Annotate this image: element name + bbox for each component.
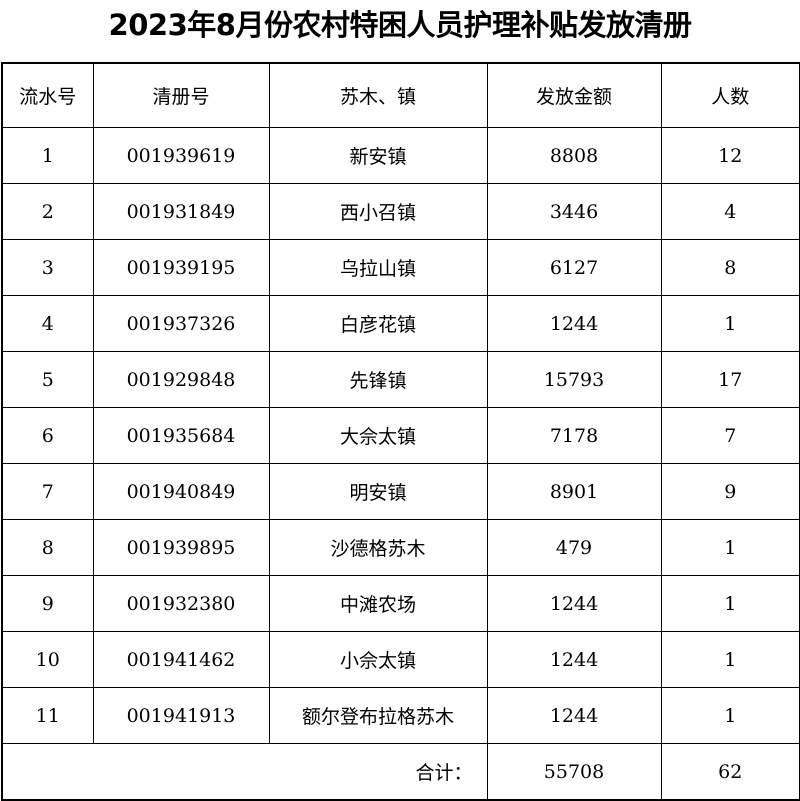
amount-cell: 1244 [486, 295, 662, 352]
subsidy-table: 流水号 清册号 苏木、镇 发放金额 人数 1 001939619 新安镇 8808 12… [1, 62, 800, 801]
town-cell: 白彦花镇 [268, 295, 488, 352]
amount-cell: 8808 [486, 127, 662, 184]
register-no-cell: 001939619 [92, 127, 270, 184]
register-no-cell: 001929848 [92, 351, 270, 408]
serial-cell: 2 [1, 183, 94, 240]
serial-cell: 7 [1, 463, 94, 520]
register-no-cell: 001937326 [92, 295, 270, 352]
header-row: 流水号 清册号 苏木、镇 发放金额 人数 [1, 62, 800, 128]
amount-cell: 1244 [486, 575, 662, 632]
count-cell: 8 [660, 239, 800, 296]
register-no-cell: 001941462 [92, 631, 270, 688]
count-cell: 12 [660, 127, 800, 184]
serial-cell: 6 [1, 407, 94, 464]
town-cell: 明安镇 [268, 463, 488, 520]
serial-cell: 9 [1, 575, 94, 632]
count-cell: 17 [660, 351, 800, 408]
town-cell: 先锋镇 [268, 351, 488, 408]
count-cell: 1 [660, 519, 800, 576]
town-cell: 新安镇 [268, 127, 488, 184]
header-town: 苏木、镇 [268, 62, 488, 128]
amount-cell: 1244 [486, 631, 662, 688]
register-no-cell: 001939895 [92, 519, 270, 576]
town-cell: 西小召镇 [268, 183, 488, 240]
register-no-cell: 001931849 [92, 183, 270, 240]
table-row: 7 001940849 明安镇 8901 9 [1, 463, 800, 520]
table-row: 11 001941913 额尔登布拉格苏木 1244 1 [1, 687, 800, 744]
amount-cell: 6127 [486, 239, 662, 296]
town-cell: 大佘太镇 [268, 407, 488, 464]
serial-cell: 3 [1, 239, 94, 296]
register-no-cell: 001939195 [92, 239, 270, 296]
count-cell: 1 [660, 575, 800, 632]
table-row: 1 001939619 新安镇 8808 12 [1, 127, 800, 184]
total-count: 62 [660, 743, 800, 801]
amount-cell: 7178 [486, 407, 662, 464]
register-no-cell: 001941913 [92, 687, 270, 744]
table-row: 9 001932380 中滩农场 1244 1 [1, 575, 800, 632]
table-row: 10 001941462 小佘太镇 1244 1 [1, 631, 800, 688]
count-cell: 4 [660, 183, 800, 240]
count-cell: 1 [660, 295, 800, 352]
count-cell: 9 [660, 463, 800, 520]
register-no-cell: 001935684 [92, 407, 270, 464]
table-row: 6 001935684 大佘太镇 7178 7 [1, 407, 800, 464]
register-no-cell: 001940849 [92, 463, 270, 520]
amount-cell: 479 [486, 519, 662, 576]
header-serial: 流水号 [1, 62, 94, 128]
serial-cell: 8 [1, 519, 94, 576]
table-row: 3 001939195 乌拉山镇 6127 8 [1, 239, 800, 296]
serial-cell: 4 [1, 295, 94, 352]
town-cell: 小佘太镇 [268, 631, 488, 688]
amount-cell: 1244 [486, 687, 662, 744]
amount-cell: 8901 [486, 463, 662, 520]
serial-cell: 11 [1, 687, 94, 744]
town-cell: 中滩农场 [268, 575, 488, 632]
count-cell: 1 [660, 687, 800, 744]
table-row: 5 001929848 先锋镇 15793 17 [1, 351, 800, 408]
town-cell: 额尔登布拉格苏木 [268, 687, 488, 744]
header-count: 人数 [660, 62, 800, 128]
serial-cell: 10 [1, 631, 94, 688]
register-no-cell: 001932380 [92, 575, 270, 632]
table-row: 4 001937326 白彦花镇 1244 1 [1, 295, 800, 352]
header-register-no: 清册号 [92, 62, 270, 128]
serial-cell: 5 [1, 351, 94, 408]
total-amount: 55708 [486, 743, 662, 801]
table-row: 2 001931849 西小召镇 3446 4 [1, 183, 800, 240]
total-row: 合计： 55708 62 [1, 743, 800, 801]
total-label: 合计： [1, 743, 488, 801]
amount-cell: 3446 [486, 183, 662, 240]
document-title: 2023年8月份农村特困人员护理补贴发放清册 [108, 8, 692, 42]
count-cell: 7 [660, 407, 800, 464]
town-cell: 沙德格苏木 [268, 519, 488, 576]
town-cell: 乌拉山镇 [268, 239, 488, 296]
serial-cell: 1 [1, 127, 94, 184]
count-cell: 1 [660, 631, 800, 688]
header-amount: 发放金额 [486, 62, 662, 128]
amount-cell: 15793 [486, 351, 662, 408]
table-row: 8 001939895 沙德格苏木 479 1 [1, 519, 800, 576]
